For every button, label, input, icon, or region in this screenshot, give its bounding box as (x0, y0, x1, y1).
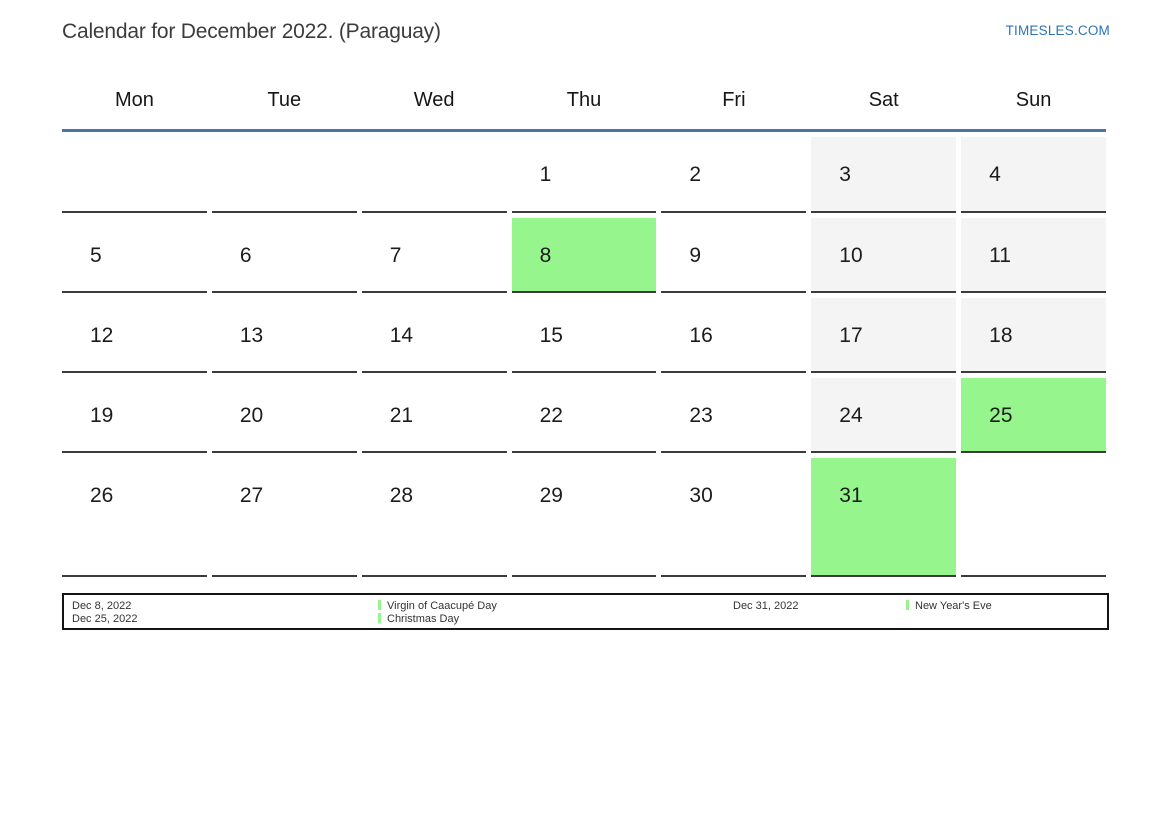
day-cell-8: 8 (511, 218, 657, 293)
day-cell-empty (211, 137, 357, 213)
day-cell-23: 23 (661, 378, 807, 453)
day-number: 18 (989, 324, 1013, 347)
day-number: 30 (689, 484, 713, 507)
day-cell-9: 9 (661, 218, 807, 293)
page-title: Calendar for December 2022. (Paraguay) (62, 20, 441, 43)
weekday-header-fri: Fri (722, 89, 746, 111)
weekday-header-wed: Wed (413, 89, 455, 111)
legend-label: Christmas Day (387, 612, 460, 625)
day-number: 11 (989, 244, 1011, 267)
day-cell-21: 21 (361, 378, 507, 453)
day-cell-29: 29 (511, 458, 657, 577)
day-cell-22: 22 (511, 378, 657, 453)
day-cell-4: 4 (961, 137, 1106, 213)
day-cell-5: 5 (62, 218, 207, 293)
day-cell-14: 14 (361, 298, 507, 373)
day-cell-31: 31 (811, 458, 957, 577)
day-number: 24 (839, 404, 863, 427)
legend-label: New Year's Eve (915, 600, 992, 612)
day-cell-17: 17 (811, 298, 957, 373)
holiday-marker-icon (378, 600, 381, 610)
legend-labels-column-2: New Year's Eve (906, 600, 992, 613)
legend-date: Dec 25, 2022 (72, 612, 138, 625)
day-cell-26: 26 (62, 458, 207, 577)
day-cell-27: 27 (211, 458, 357, 577)
day-number: 4 (989, 163, 1001, 186)
weekday-header-sat: Sat (868, 89, 899, 111)
holiday-legend-box: Dec 8, 2022 Dec 25, 2022 Virgin of Caacup… (62, 593, 1109, 630)
day-number: 21 (389, 404, 414, 427)
day-number: 20 (239, 404, 264, 427)
day-cell-30: 30 (661, 458, 807, 577)
day-cell-20: 20 (211, 378, 357, 453)
day-cell-empty (62, 137, 207, 213)
legend-entry: Christmas Day (378, 612, 497, 626)
day-cell-empty (961, 458, 1106, 577)
holiday-marker-icon (378, 612, 381, 623)
day-cell-15: 15 (511, 298, 657, 373)
day-number: 27 (239, 484, 264, 507)
day-number: 28 (389, 484, 414, 507)
day-number: 15 (539, 324, 563, 347)
legend-dates-column-1: Dec 8, 2022 Dec 25, 2022 (72, 600, 137, 625)
day-number: 26 (90, 484, 114, 507)
day-number: 12 (90, 324, 114, 347)
day-number: 9 (689, 244, 702, 267)
legend-entry: Virgin of Caacupé Day (378, 600, 497, 613)
day-number: 6 (239, 244, 252, 267)
day-number: 31 (839, 484, 863, 507)
legend-entry: New Year's Eve (906, 600, 992, 613)
day-cell-25: 25 (961, 378, 1106, 453)
legend-dates-column-2: Dec 31, 2022 (733, 600, 798, 613)
weekday-header-row: Mon Tue Wed Thu Fri Sat Sun (62, 84, 1106, 116)
day-cell-16: 16 (661, 298, 807, 373)
day-number: 5 (90, 244, 102, 267)
legend-labels-column-1: Virgin of Caacupé Day Christmas Day (378, 600, 497, 625)
day-number: 10 (839, 244, 863, 267)
day-number: 22 (539, 404, 563, 427)
header-underline (62, 129, 1106, 132)
site-link[interactable]: TIMESLES.COM (1005, 23, 1110, 38)
weekday-header-mon: Mon (114, 89, 154, 111)
day-number: 17 (839, 324, 863, 347)
day-cell-6: 6 (211, 218, 357, 293)
day-number: 16 (689, 324, 713, 347)
day-cell-3: 3 (811, 137, 957, 213)
day-cell-10: 10 (811, 218, 957, 293)
day-cell-13: 13 (211, 298, 357, 373)
day-number: 3 (839, 163, 851, 186)
day-number: 1 (539, 163, 552, 186)
day-cell-2: 2 (661, 137, 807, 213)
legend-label: Virgin of Caacupé Day (387, 600, 497, 612)
day-number: 14 (389, 324, 414, 347)
day-cell-7: 7 (361, 218, 507, 293)
weekday-header-tue: Tue (267, 89, 302, 111)
day-number: 2 (689, 163, 702, 186)
day-cell-19: 19 (62, 378, 207, 453)
weekday-header-sun: Sun (1015, 89, 1052, 111)
day-cell-28: 28 (361, 458, 507, 577)
day-number: 29 (539, 484, 563, 507)
day-cell-24: 24 (811, 378, 957, 453)
day-cell-18: 18 (961, 298, 1106, 373)
day-cell-11: 11 (961, 218, 1106, 293)
day-cell-empty (361, 137, 507, 213)
holiday-marker-icon (906, 600, 909, 610)
day-number: 23 (689, 404, 713, 427)
day-cell-12: 12 (62, 298, 207, 373)
day-number: 8 (539, 244, 552, 267)
weekday-header-thu: Thu (566, 89, 602, 111)
day-number: 19 (90, 404, 114, 427)
legend-date: Dec 31, 2022 (733, 600, 799, 612)
calendar-grid: 1 2 3 4 5 6 7 8 9 10 11 12 13 14 15 16 17 18 19 20 21 22 23 24 2… (62, 137, 1106, 577)
legend-date: Dec 8, 2022 (72, 600, 132, 612)
day-cell-1: 1 (511, 137, 657, 213)
day-number: 25 (989, 404, 1013, 427)
day-number: 7 (389, 244, 402, 267)
day-number: 13 (239, 324, 264, 347)
